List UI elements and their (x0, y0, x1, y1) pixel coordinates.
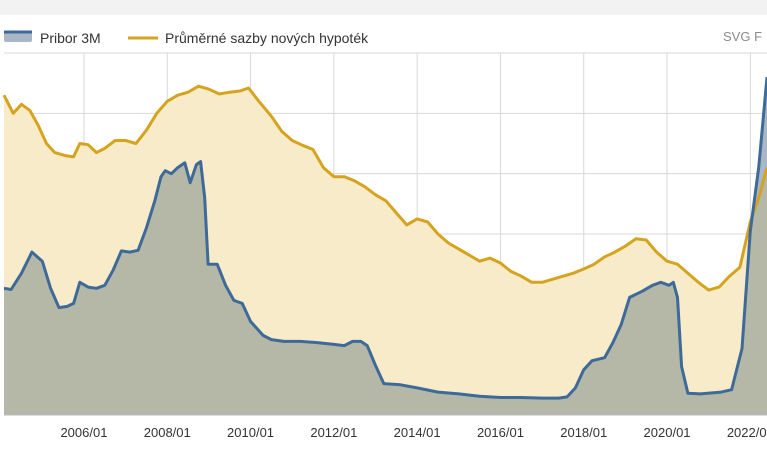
legend-label-pribor: Pribor 3M (40, 30, 101, 46)
x-tick-label: 2014/01 (394, 425, 441, 440)
chart-svg: 2006/01 2008/01 2010/01 2012/01 2014/01 2016/… (2, 29, 767, 440)
legend-item-pribor[interactable]: Pribor 3M (4, 30, 101, 46)
x-tick-label: 2022/01 (727, 425, 767, 440)
x-tick-label: 2020/01 (644, 425, 691, 440)
legend-label-mortgage: Průměrné sazby nových hypoték (165, 30, 369, 46)
series-line-pribor (3, 76, 767, 400)
x-tick-label: 2016/01 (477, 425, 524, 440)
chart: 2006/01 2008/01 2010/01 2012/01 2014/01 2016/… (0, 15, 767, 456)
line-layer (2, 76, 767, 400)
x-tick-label: 2012/01 (310, 425, 357, 440)
x-tick-label: 2008/01 (144, 425, 191, 440)
series-line-mortgage (2, 84, 767, 292)
x-axis: 2006/01 2008/01 2010/01 2012/01 2014/01 2016/… (4, 414, 767, 440)
svg-export-label[interactable]: SVG F (723, 29, 762, 44)
x-tick-label: 2018/01 (560, 425, 607, 440)
x-tick-label: 2006/01 (60, 425, 107, 440)
area-overlap (4, 86, 767, 415)
x-tick-label: 2010/01 (227, 425, 274, 440)
legend: Pribor 3M Průměrné sazby nových hypoték (4, 30, 369, 46)
legend-item-mortgage[interactable]: Průměrné sazby nových hypoték (128, 30, 369, 46)
legend-swatch-pribor (4, 32, 32, 42)
